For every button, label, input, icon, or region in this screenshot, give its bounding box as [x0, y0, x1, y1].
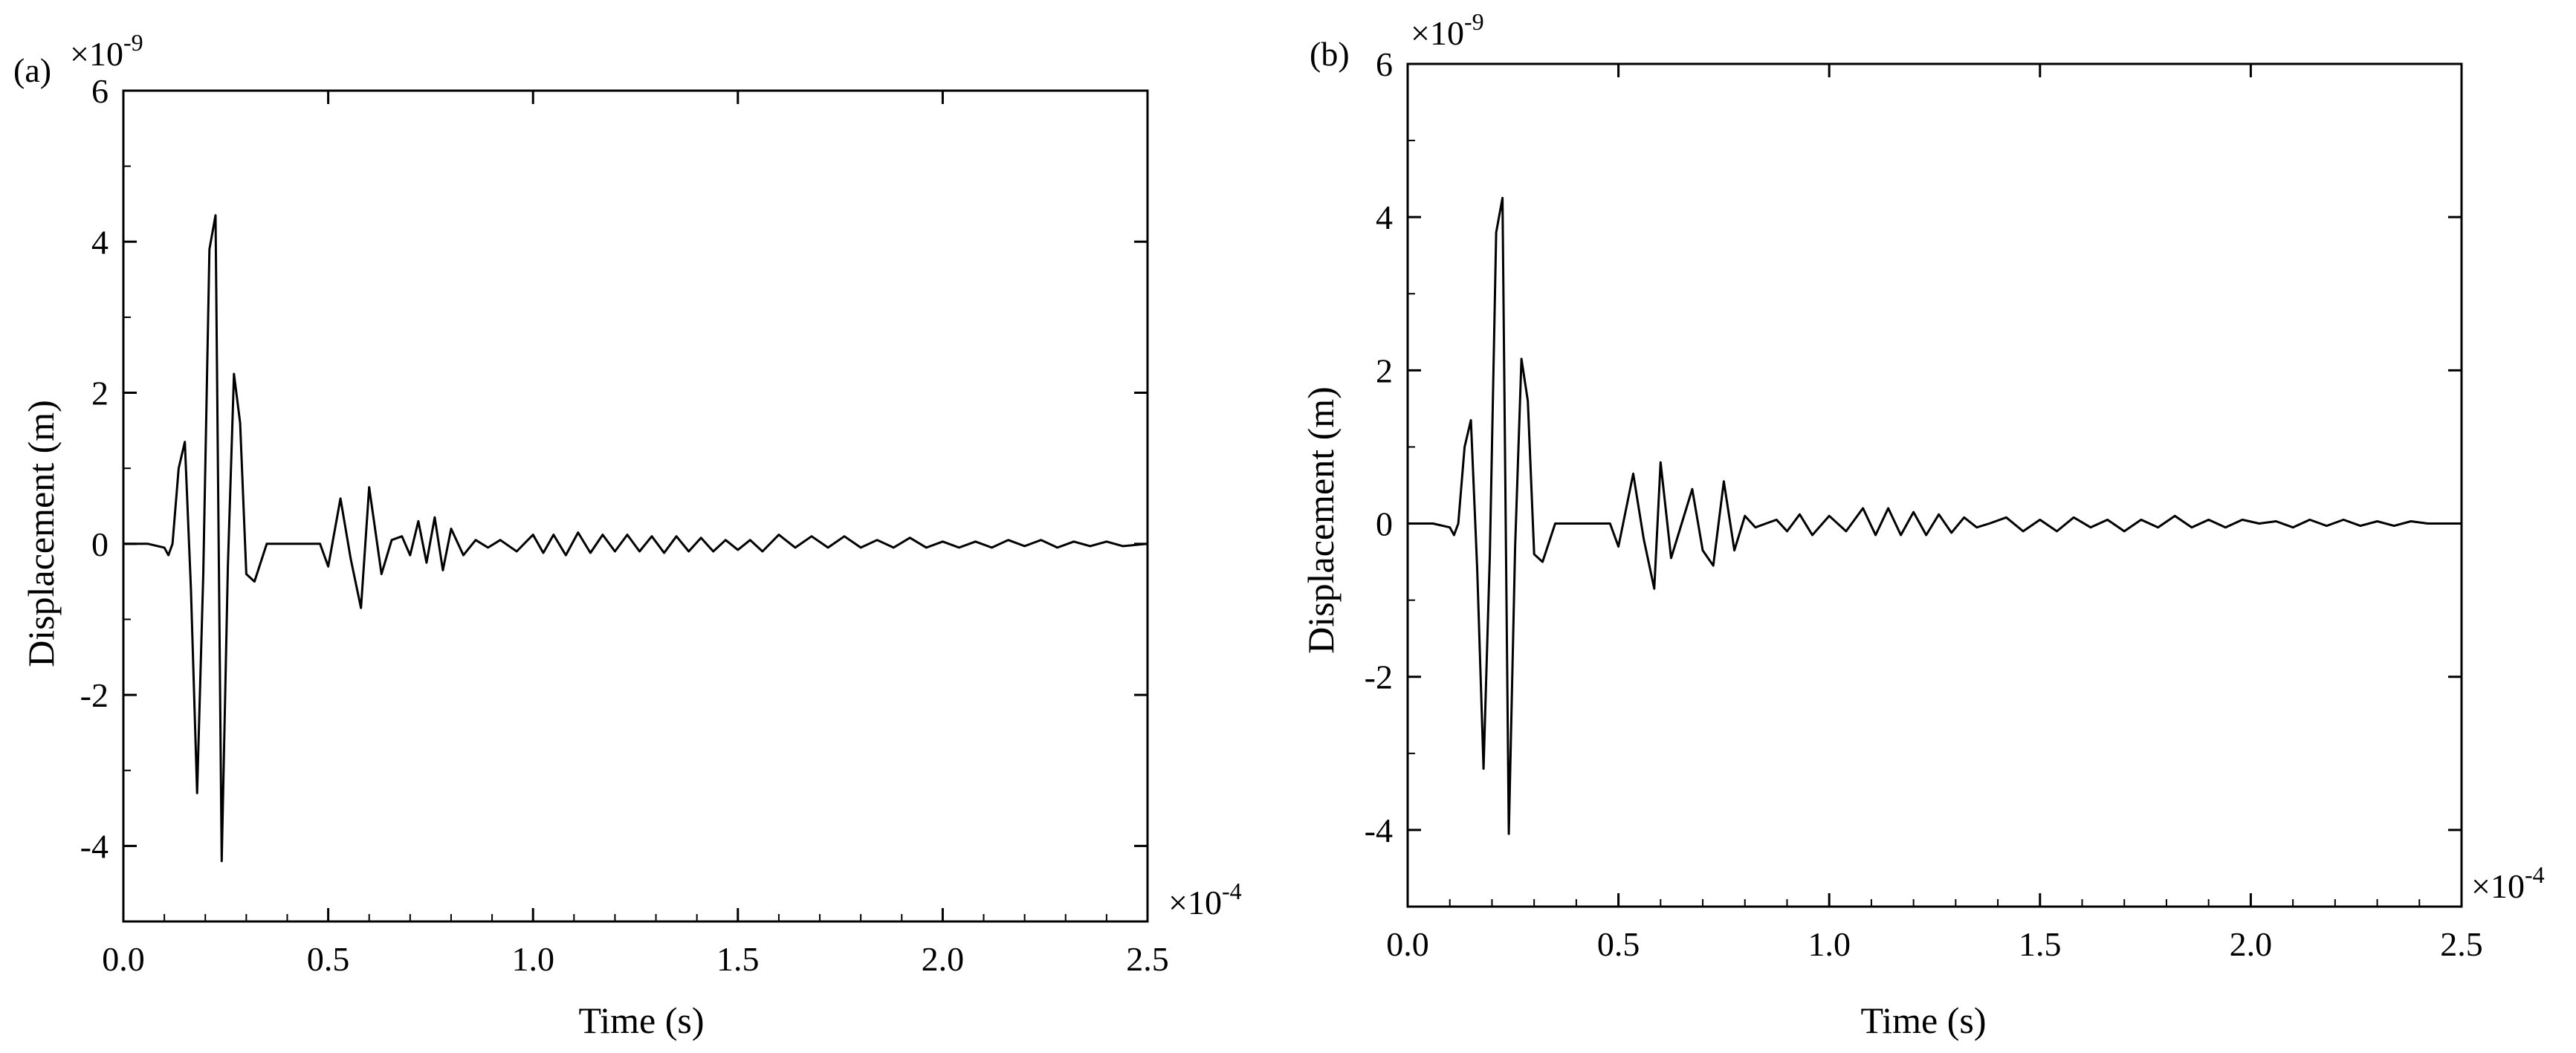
- y-multiplier-base: ×10: [1411, 14, 1464, 52]
- x-tick-label: 0.0: [1386, 925, 1429, 963]
- axis-ticks: 0.0 0.5 1.0 1.5 2.0 2.5 -4 -2 0 2 4 6: [80, 72, 1169, 978]
- x-multiplier-base: ×10: [2471, 867, 2525, 905]
- y-multiplier-exponent: -9: [1464, 8, 1484, 35]
- x-tick-label: 1.5: [716, 940, 760, 978]
- y-tick-label: 2: [1376, 351, 1393, 389]
- x-tick-label: 2.0: [922, 940, 965, 978]
- y-axis-label: Displacement (m): [1300, 386, 1342, 654]
- y-tick-label: 0: [91, 525, 109, 563]
- series-line: [123, 214, 1148, 863]
- panel-label: (b): [1310, 35, 1350, 73]
- y-tick-label: 4: [91, 223, 109, 261]
- x-tick-label: 0.5: [307, 940, 350, 978]
- y-multiplier-base: ×10: [70, 35, 123, 73]
- x-tick-label: 1.0: [511, 940, 554, 978]
- plot-frame: [1406, 62, 2463, 908]
- y-tick-label: -4: [80, 827, 109, 865]
- x-tick-label: 2.5: [2440, 925, 2483, 963]
- plot-frame: [122, 89, 1149, 923]
- x-tick-label: 0.5: [1597, 925, 1640, 963]
- y-multiplier: ×10-9: [70, 29, 143, 73]
- chart-panel-a: (a) ×10-9 ×10-4 Time (s) Displacement (m…: [13, 29, 1242, 1041]
- x-multiplier: ×10-4: [2471, 861, 2545, 905]
- x-tick-label: 2.0: [2230, 925, 2273, 963]
- axis-ticks: 0.0 0.5 1.0 1.5 2.0 2.5 -4 -2 0 2 4 6: [1365, 45, 2483, 963]
- x-tick-label: 2.5: [1126, 940, 1169, 978]
- x-multiplier: ×10-4: [1168, 878, 1242, 921]
- x-multiplier-base: ×10: [1168, 884, 1222, 921]
- y-tick-label: -2: [1365, 658, 1393, 696]
- y-tick-label: 2: [91, 375, 109, 412]
- x-tick-label: 1.0: [1808, 925, 1851, 963]
- panel-label: (a): [13, 51, 51, 89]
- y-tick-label: -2: [80, 676, 109, 714]
- x-tick-label: 0.0: [102, 940, 145, 978]
- x-axis-label: Time (s): [1860, 999, 1986, 1041]
- chart-panel-b: (b) ×10-9 ×10-4 Time (s) Displacement (m…: [1300, 8, 2545, 1041]
- y-axis-label: Displacement (m): [20, 400, 62, 667]
- x-axis-label: Time (s): [578, 999, 704, 1041]
- y-multiplier: ×10-9: [1411, 8, 1484, 52]
- x-tick-label: 1.5: [2019, 925, 2062, 963]
- y-tick-label: 0: [1376, 505, 1393, 543]
- x-multiplier-exponent: -4: [1222, 878, 1242, 904]
- y-tick-label: -4: [1365, 811, 1393, 849]
- y-multiplier-exponent: -9: [123, 29, 143, 56]
- series-line: [1408, 196, 2462, 835]
- x-multiplier-exponent: -4: [2525, 861, 2545, 888]
- y-tick-label: 6: [91, 72, 109, 110]
- y-tick-label: 4: [1376, 198, 1393, 236]
- y-tick-label: 6: [1376, 45, 1393, 83]
